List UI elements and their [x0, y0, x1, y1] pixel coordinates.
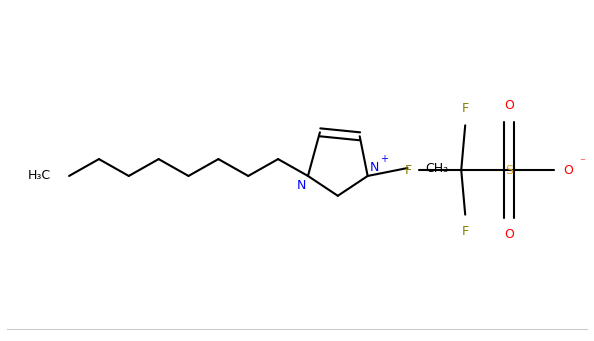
- Text: O: O: [564, 163, 574, 177]
- Text: CH₃: CH₃: [425, 162, 448, 175]
- Text: ⁻: ⁻: [580, 157, 586, 167]
- Text: S: S: [505, 163, 513, 177]
- Text: O: O: [504, 227, 514, 240]
- Text: F: F: [405, 163, 412, 177]
- Text: +: +: [380, 154, 388, 164]
- Text: O: O: [504, 100, 514, 113]
- Text: N: N: [296, 179, 306, 192]
- Text: F: F: [462, 102, 469, 116]
- Text: N: N: [369, 161, 379, 174]
- Text: H₃C: H₃C: [28, 169, 51, 182]
- Text: F: F: [462, 225, 469, 238]
